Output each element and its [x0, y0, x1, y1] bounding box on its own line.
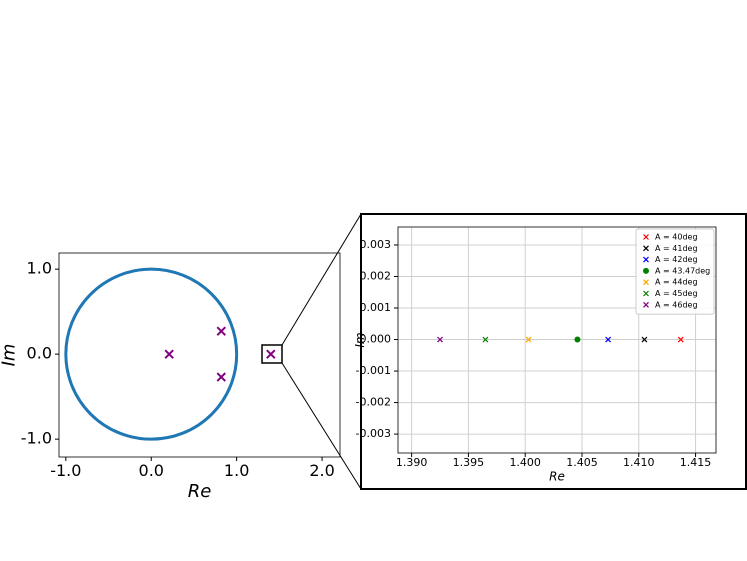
legend-label: A = 41deg: [655, 244, 698, 253]
plot-frame: [58, 252, 341, 458]
point: [164, 349, 174, 359]
x-tick-label: 2.0: [309, 461, 334, 480]
legend-marker: [643, 267, 649, 274]
x-axis-label: Re: [188, 481, 212, 502]
y-tick-label: 0.002: [360, 269, 392, 282]
x-tick-label: 0.0: [139, 461, 164, 480]
x-tick-label: 1.405: [566, 456, 598, 469]
point: [216, 372, 226, 382]
x-tick-label: 1.400: [509, 456, 541, 469]
y-tick-label: -0.002: [356, 396, 391, 409]
point: [677, 336, 684, 343]
legend-marker: [643, 301, 649, 308]
y-tick-label: 0.003: [360, 238, 392, 251]
x-tick-label: 1.390: [396, 456, 428, 469]
legend-label: A = 46deg: [655, 300, 698, 309]
point: [482, 336, 489, 343]
y-tick-label: 1.0: [27, 259, 52, 278]
point: [574, 336, 581, 343]
x-tick-label: 1.0: [224, 461, 249, 480]
zoom-panel-frame: [360, 213, 747, 490]
legend-marker: [643, 245, 649, 252]
zoom-connector: [281, 213, 362, 346]
legend-marker: [643, 290, 649, 297]
point: [605, 336, 612, 343]
point: [641, 336, 648, 343]
legend-label: A = 45deg: [655, 289, 698, 298]
point: [216, 326, 226, 336]
legend-label: A = 44deg: [655, 278, 698, 287]
y-tick-label: 0.001: [360, 301, 392, 314]
legend-marker: [643, 256, 649, 263]
x-tick-label: 1.395: [453, 456, 485, 469]
plot-frame: [397, 226, 717, 454]
x-tick-label: 1.410: [623, 456, 655, 469]
legend-marker: [643, 234, 649, 240]
x-tick-label: 1.415: [680, 456, 712, 469]
x-tick-label: -1.0: [50, 461, 81, 480]
legend-label: A = 43.47deg: [655, 266, 710, 275]
legend-frame: [635, 228, 715, 315]
y-tick-label: 0.0: [27, 344, 52, 363]
legend-label: A = 40deg: [655, 233, 698, 242]
y-tick-label: -1.0: [21, 429, 52, 448]
zoom-connector: [281, 362, 362, 490]
legend-marker: [643, 279, 649, 286]
y-axis-label: Im: [0, 344, 19, 367]
point: [437, 336, 443, 343]
y-tick-label: 0.000: [360, 333, 392, 346]
zoom-box: [261, 344, 283, 364]
y-tick-label: -0.003: [356, 427, 391, 440]
legend-label: A = 42deg: [655, 255, 698, 264]
y-axis-label: Im: [353, 332, 367, 347]
x-axis-label: Re: [549, 470, 565, 484]
y-tick-label: -0.001: [356, 364, 391, 377]
point: [266, 349, 276, 359]
unit-circle: [64, 267, 239, 441]
point: [525, 336, 532, 343]
